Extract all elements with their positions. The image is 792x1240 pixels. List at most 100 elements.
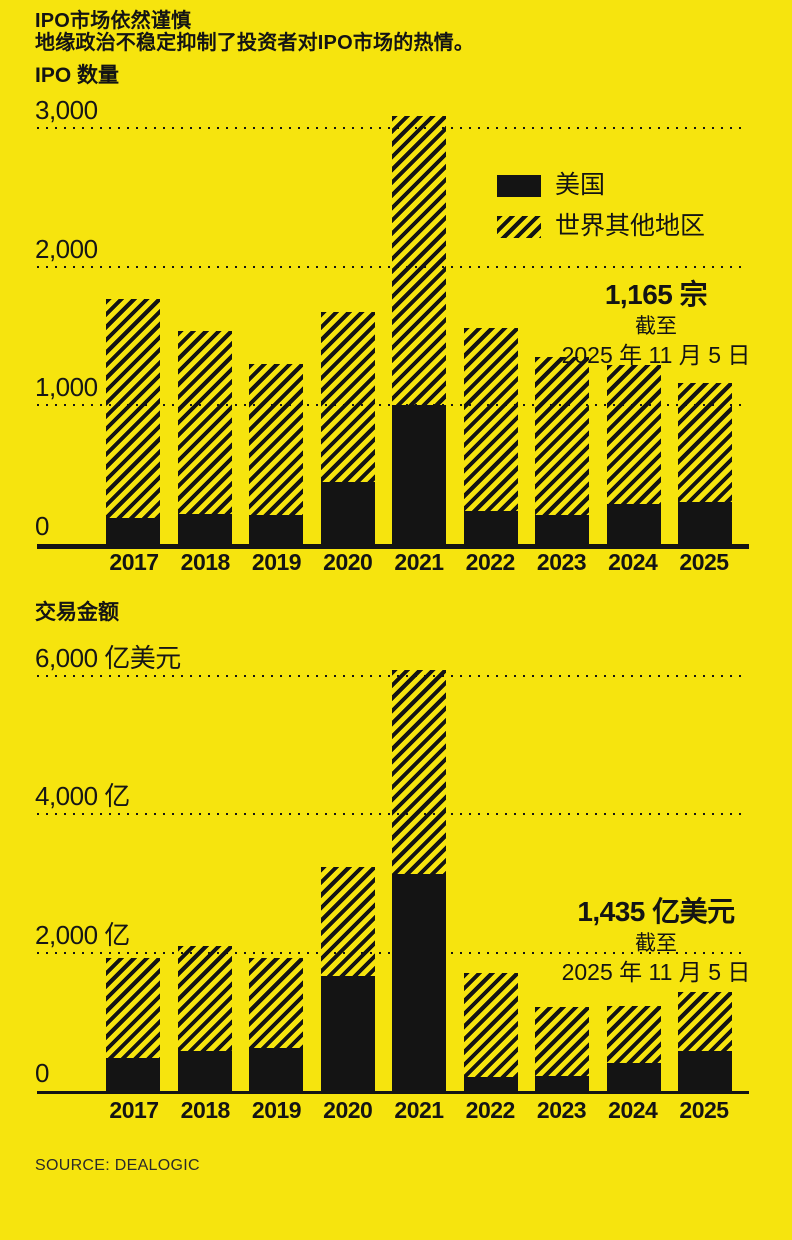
- x-axis-label-2025: 2025: [679, 549, 729, 575]
- bar-segment-us: [463, 510, 518, 544]
- bar-segment-rest-of-world: [177, 945, 232, 1051]
- chart1-annotation-value: 1,165 宗: [604, 279, 708, 310]
- x-axis-label-2021: 2021: [394, 1097, 444, 1123]
- bar-2023: [535, 1007, 589, 1091]
- bar-segment-rest-of-world: [678, 991, 732, 1051]
- bar-2024: [606, 365, 661, 544]
- bar-2025: [678, 382, 732, 544]
- legend-label-us: 美国: [555, 171, 606, 199]
- bar-segment-us: [249, 1048, 303, 1091]
- x-axis-label-2025: 2025: [679, 1097, 729, 1123]
- bar-2019: [249, 957, 303, 1091]
- chart1-annotation: 1,165 宗 截至 2025 年 11 月 5 日: [561, 280, 751, 368]
- x-axis-label-2024: 2024: [608, 1097, 658, 1123]
- chart1-bars: [35, 98, 757, 544]
- bar-segment-rest-of-world: [606, 1005, 661, 1063]
- bar-segment-us: [177, 513, 232, 544]
- chart2-x-axis-line: [37, 1091, 749, 1094]
- chart1-annotation-date: 2025 年 11 月 5 日: [561, 342, 751, 368]
- legend-item-us: 美国: [497, 172, 705, 199]
- page-subtitle: 地缘政治不稳定抑制了投资者对IPO市场的热情。: [35, 32, 475, 54]
- bar-2022: [463, 972, 518, 1091]
- bar-2025: [678, 991, 732, 1091]
- bar-segment-us: [177, 1050, 232, 1091]
- bar-segment-rest-of-world: [249, 363, 303, 515]
- bar-segment-us: [535, 514, 589, 544]
- bar-segment-rest-of-world: [463, 327, 518, 511]
- x-axis-label-2018: 2018: [180, 549, 231, 575]
- bar-segment-rest-of-world: [320, 312, 375, 482]
- bar-2021: [392, 115, 446, 544]
- legend-item-rest-of-world: 世界其他地区: [497, 213, 705, 240]
- chart2-annotation-value: 1,435 亿美元: [577, 896, 735, 927]
- bar-segment-us: [392, 405, 446, 544]
- chart2-bars: [35, 641, 757, 1091]
- bar-segment-us: [392, 873, 446, 1091]
- x-axis-label-2023: 2023: [536, 549, 587, 575]
- chart2-annotation-asof: 截至: [635, 932, 677, 955]
- chart1-x-axis-line: [37, 544, 749, 549]
- legend-label-rest-of-world: 世界其他地区: [555, 212, 706, 240]
- bar-2020: [320, 312, 375, 544]
- bar-segment-us: [463, 1077, 518, 1091]
- bar-2020: [320, 867, 375, 1091]
- x-axis-label-2023: 2023: [536, 1097, 587, 1123]
- x-axis-label-2019: 2019: [251, 549, 302, 575]
- source-note: SOURCE: DEALOGIC: [35, 1157, 200, 1174]
- bar-segment-rest-of-world: [392, 669, 446, 874]
- bar-segment-us: [678, 1050, 732, 1091]
- bar-segment-us: [106, 1058, 160, 1091]
- x-axis-label-2022: 2022: [465, 549, 516, 575]
- x-axis-label-2017: 2017: [109, 549, 159, 575]
- bar-2024: [606, 1005, 661, 1091]
- x-axis-label-2020: 2020: [323, 1097, 373, 1123]
- bar-segment-us: [106, 517, 160, 544]
- bar-segment-rest-of-world: [249, 957, 303, 1049]
- bar-segment-rest-of-world: [392, 115, 446, 406]
- bar-segment-rest-of-world: [678, 382, 732, 503]
- bar-segment-us: [320, 481, 375, 544]
- bar-2021: [392, 669, 446, 1091]
- bar-segment-us: [535, 1075, 589, 1091]
- x-axis-label-2018: 2018: [180, 1097, 231, 1123]
- bar-segment-us: [606, 503, 661, 544]
- page-title: IPO市场依然谨慎: [35, 10, 192, 32]
- x-axis-label-2022: 2022: [465, 1097, 516, 1123]
- chart2-annotation: 1,435 亿美元 截至 2025 年 11 月 5 日: [561, 897, 751, 985]
- chart1-plot-area: 0 1,000 2,000 3,000 美国 世界其他地区 1,165 宗 截至 20…: [35, 97, 757, 549]
- x-axis-label-2024: 2024: [608, 549, 658, 575]
- legend-swatch-us-icon: [497, 174, 541, 197]
- chart-legend: 美国 世界其他地区: [497, 172, 705, 254]
- chart1-title: IPO 数量: [35, 64, 120, 87]
- chart1-annotation-asof: 截至: [635, 315, 677, 338]
- bar-segment-rest-of-world: [606, 365, 661, 504]
- bar-segment-rest-of-world: [106, 299, 160, 518]
- bar-segment-rest-of-world: [320, 867, 375, 976]
- x-axis-label-2019: 2019: [251, 1097, 302, 1123]
- x-axis-label-2017: 2017: [109, 1097, 159, 1123]
- chart2-plot-area: 0 2,000 亿 4,000 亿 6,000 亿美元 1,435 亿美元 截至 20…: [35, 641, 757, 1094]
- bar-segment-rest-of-world: [106, 957, 160, 1059]
- chart2-x-axis-labels: 2017 2018 2019 2020 2021 2022 2023 2024 2025: [35, 1097, 757, 1123]
- bar-2022: [463, 327, 518, 544]
- bar-segment-rest-of-world: [535, 1007, 589, 1076]
- chart2-annotation-date: 2025 年 11 月 5 日: [561, 959, 751, 985]
- bar-segment-us: [678, 502, 732, 544]
- x-axis-label-2020: 2020: [323, 549, 373, 575]
- bar-2017: [106, 957, 160, 1091]
- bar-segment-rest-of-world: [535, 356, 589, 515]
- bar-segment-us: [606, 1062, 661, 1091]
- bar-2018: [177, 945, 232, 1091]
- chart1-x-axis-labels: 2017 2018 2019 2020 2021 2022 2023 2024 2025: [35, 549, 757, 575]
- x-axis-label-2021: 2021: [394, 549, 444, 575]
- bar-segment-us: [320, 975, 375, 1091]
- bar-segment-rest-of-world: [463, 972, 518, 1078]
- bar-segment-us: [249, 514, 303, 544]
- bar-2023: [535, 356, 589, 544]
- legend-swatch-rest-of-world-icon: [497, 215, 541, 238]
- bar-2019: [249, 363, 303, 544]
- bar-2017: [106, 299, 160, 544]
- bar-segment-rest-of-world: [177, 330, 232, 514]
- bar-2018: [177, 330, 232, 544]
